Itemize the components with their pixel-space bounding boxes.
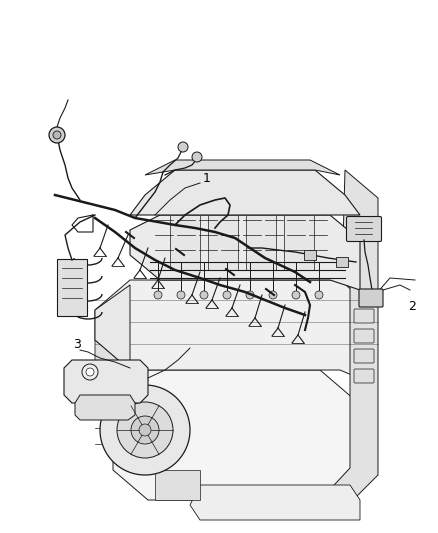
- Polygon shape: [95, 280, 375, 385]
- Polygon shape: [284, 215, 314, 270]
- Polygon shape: [190, 485, 360, 520]
- Polygon shape: [246, 215, 276, 270]
- Circle shape: [315, 291, 323, 299]
- Circle shape: [86, 368, 94, 376]
- Polygon shape: [75, 395, 135, 420]
- Polygon shape: [113, 370, 355, 500]
- Circle shape: [49, 127, 65, 143]
- Polygon shape: [64, 360, 148, 403]
- Circle shape: [200, 291, 208, 299]
- Circle shape: [246, 291, 254, 299]
- Polygon shape: [95, 340, 130, 400]
- Circle shape: [269, 291, 277, 299]
- FancyBboxPatch shape: [304, 250, 316, 260]
- FancyBboxPatch shape: [359, 289, 383, 307]
- FancyBboxPatch shape: [354, 329, 374, 343]
- Circle shape: [139, 424, 151, 436]
- Polygon shape: [322, 170, 378, 505]
- Circle shape: [292, 291, 300, 299]
- Circle shape: [223, 291, 231, 299]
- Polygon shape: [145, 160, 340, 175]
- FancyBboxPatch shape: [354, 349, 374, 363]
- Circle shape: [102, 372, 138, 408]
- Circle shape: [82, 364, 98, 380]
- Circle shape: [117, 402, 173, 458]
- Polygon shape: [170, 215, 200, 270]
- Circle shape: [178, 142, 188, 152]
- Polygon shape: [95, 285, 130, 370]
- FancyBboxPatch shape: [354, 369, 374, 383]
- FancyBboxPatch shape: [346, 216, 381, 241]
- Polygon shape: [155, 470, 200, 500]
- FancyBboxPatch shape: [57, 259, 87, 316]
- Text: 2: 2: [408, 300, 416, 313]
- Polygon shape: [130, 215, 360, 290]
- Polygon shape: [130, 170, 360, 215]
- Circle shape: [154, 291, 162, 299]
- Circle shape: [177, 291, 185, 299]
- Polygon shape: [208, 215, 238, 270]
- Circle shape: [53, 131, 61, 139]
- Circle shape: [131, 416, 159, 444]
- Circle shape: [100, 385, 190, 475]
- Text: 1: 1: [203, 172, 211, 184]
- FancyBboxPatch shape: [336, 257, 348, 267]
- Text: 3: 3: [73, 338, 81, 351]
- Circle shape: [110, 380, 130, 400]
- Circle shape: [192, 152, 202, 162]
- FancyBboxPatch shape: [354, 309, 374, 323]
